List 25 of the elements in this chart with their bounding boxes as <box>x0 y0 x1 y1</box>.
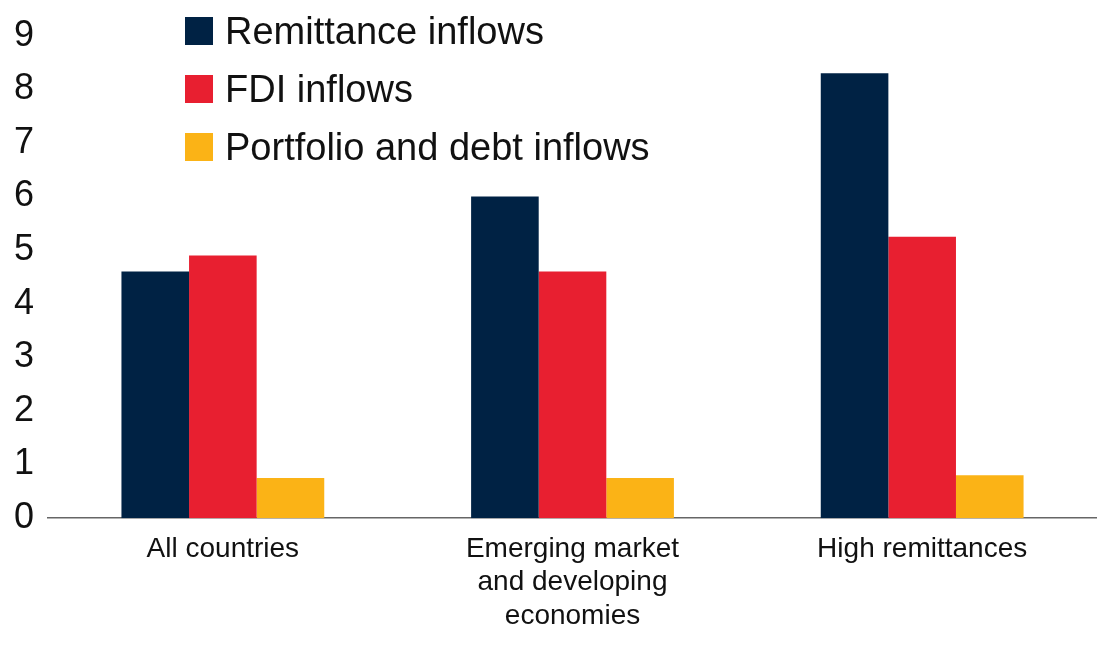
legend-label: Remittance inflows <box>225 9 544 54</box>
y-tick-label: 0 <box>13 495 35 537</box>
y-tick-label: 9 <box>13 12 35 54</box>
y-tick-label: 6 <box>13 173 35 215</box>
bar <box>888 236 956 519</box>
bar <box>189 255 257 519</box>
x-tick-label: High remittances <box>817 531 1028 563</box>
y-tick-label: 3 <box>13 334 35 376</box>
bar <box>955 475 1024 519</box>
y-tick-label: 1 <box>13 441 35 483</box>
y-tick-label: 4 <box>13 280 35 322</box>
bar <box>256 477 325 519</box>
legend-label: Portfolio and debt inflows <box>225 125 650 170</box>
bar <box>606 477 674 519</box>
x-tick-label: All countries <box>146 531 300 563</box>
x-tick-label: Emerging market and developing economies <box>465 531 680 630</box>
bar <box>820 73 889 519</box>
bar <box>121 271 190 519</box>
bar <box>538 271 607 519</box>
y-tick-label: 7 <box>13 119 35 161</box>
y-tick-label: 5 <box>13 227 35 269</box>
legend-label: FDI inflows <box>225 67 413 112</box>
y-tick-label: 2 <box>13 387 35 429</box>
y-tick-label: 8 <box>13 66 35 108</box>
bar <box>471 196 539 519</box>
